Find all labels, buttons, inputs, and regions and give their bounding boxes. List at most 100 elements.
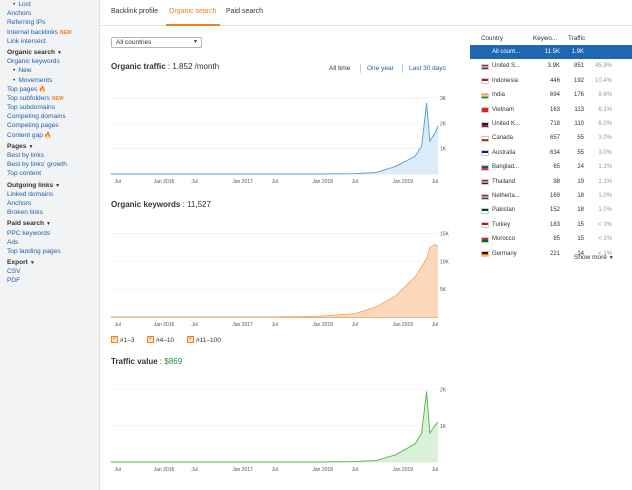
country-traffic: 18 — [577, 207, 584, 214]
sidebar-item-organic-keywords[interactable]: Organic keywords — [7, 57, 99, 66]
country-row[interactable]: United K... 718 110 6.0% — [470, 117, 632, 131]
area-series — [111, 391, 438, 462]
sidebar-item-link-intersect[interactable]: Link intersect — [7, 37, 99, 46]
country-name: Netherla... — [492, 193, 520, 199]
sidebar-item-label: Ads — [7, 238, 19, 246]
data-point — [234, 316, 236, 318]
country-traffic: 192 — [573, 77, 584, 84]
country-traffic: 113 — [574, 106, 584, 113]
country-row[interactable]: Pakistan 152 18 1.0% — [470, 203, 632, 217]
range-last-30-days[interactable]: Last 30 days — [409, 65, 446, 72]
sidebar-item-top-landing-pages[interactable]: Top landing pages — [7, 247, 99, 256]
data-point — [274, 173, 275, 175]
sidebar-item-lost[interactable]: Lost — [7, 0, 99, 9]
y-tick-label: 3K — [440, 96, 447, 102]
country-row[interactable]: Australia 634 55 3.0% — [470, 146, 632, 160]
flag-pk-icon — [481, 207, 489, 214]
sidebar-item-top-subdomains[interactable]: Top subdomains — [7, 103, 99, 112]
sidebar-item-linked-domains[interactable]: Linked domains — [7, 190, 99, 199]
sidebar-item-new[interactable]: New — [7, 66, 99, 75]
country-row[interactable]: Vietnam 163 113 6.1% — [470, 103, 632, 117]
sidebar-item-competing-pages[interactable]: Competing pages — [7, 121, 99, 130]
country-name: All count... — [492, 49, 521, 55]
country-row[interactable]: Turkey 183 15 < 1% — [470, 218, 632, 232]
legend-top3[interactable]: #1–3 — [111, 334, 134, 344]
country-row[interactable]: United S... 3.9K 851 45.9% — [470, 59, 632, 73]
sidebar-item-best-by-links-growth[interactable]: Best by links' growth — [7, 160, 99, 169]
data-point — [315, 461, 316, 463]
sidebar-item-label: Organic keywords — [7, 58, 60, 66]
y-tick-label: 15K — [440, 232, 450, 238]
data-point — [437, 125, 439, 127]
x-tick-label: Jul — [272, 179, 278, 185]
sidebar-item-anchors[interactable]: Anchors — [7, 199, 99, 208]
col-traffic[interactable]: Traffic — [568, 35, 586, 42]
sidebar-item-pdf[interactable]: PDF — [7, 276, 99, 285]
country-name: Thailand — [492, 178, 516, 185]
organic-traffic-chart: 3K 2K 1K Jul Jan 2016 Jul Jan 2017 Jul Jan 2018 J… — [110, 96, 447, 185]
legend-top10[interactable]: #4–10 — [147, 334, 175, 344]
sidebar-item-label: PDF — [7, 277, 21, 285]
sidebar-item-top-subfolders[interactable]: Top subfolders NEW — [7, 94, 99, 103]
sidebar-item-top-pages[interactable]: Top pages🔥 — [7, 85, 99, 94]
sidebar-item-best-by-links[interactable]: Best by links — [7, 151, 99, 160]
sidebar-section-outgoing-links[interactable]: Outgoing links ▼ — [7, 181, 99, 190]
data-point — [234, 461, 236, 463]
country-row[interactable]: India 694 176 9.6% — [470, 88, 632, 102]
sidebar-item-label: Lost — [18, 1, 31, 8]
sidebar-item-csv[interactable]: CSV — [7, 267, 99, 276]
legend-top100[interactable]: #11–100 — [187, 334, 221, 344]
sidebar-item-referring-ips[interactable]: Referring IPs — [7, 18, 99, 27]
country-traffic-share: 6.0% — [598, 121, 612, 127]
show-more-button[interactable]: Show more ▼ — [574, 254, 614, 261]
sidebar-section-pages[interactable]: Pages ▼ — [7, 142, 99, 151]
x-tick-label: Jul — [352, 467, 358, 473]
line-series — [111, 103, 439, 175]
range-one-year[interactable]: One year — [367, 65, 394, 72]
country-row[interactable]: Banglad... 65 24 1.3% — [470, 160, 632, 174]
sidebar-item-broken-links[interactable]: Broken links — [7, 208, 99, 217]
country-traffic: 15 — [577, 236, 584, 243]
country-keywords: 11.5K — [544, 49, 560, 55]
x-tick-label: Jul — [352, 179, 358, 185]
sidebar-item-movements[interactable]: Movements — [7, 76, 99, 85]
tab-backlink-profile[interactable]: Backlink profile — [111, 8, 159, 15]
chevron-down-icon: ▼ — [608, 255, 614, 261]
range-all-time[interactable]: All time — [329, 65, 351, 72]
country-row[interactable]: Indonesia 446 192 10.4% — [470, 74, 632, 88]
sidebar-section-organic-search[interactable]: Organic search ▼ — [7, 48, 99, 57]
legend-top10-label: #4–10 — [156, 337, 175, 344]
sidebar-item-ppc-keywords[interactable]: PPC keywords — [7, 229, 99, 238]
country-row[interactable]: Germany 221 14 < 1% — [470, 247, 632, 261]
sidebar-item-internal-backlinks[interactable]: Internal backlinks NEW — [7, 28, 99, 37]
sidebar-item-content-gap[interactable]: Content gap🔥 — [7, 131, 99, 140]
sidebar-section-paid-search[interactable]: Paid search ▼ — [7, 219, 99, 228]
data-point — [354, 313, 355, 314]
tab-organic-search[interactable]: Organic search — [169, 8, 217, 15]
y-tick-label: 2K — [440, 121, 447, 127]
sidebar-item-competing-domains[interactable]: Competing domains — [7, 112, 99, 121]
sidebar-item-top-content[interactable]: Top content — [7, 169, 99, 178]
col-keywords[interactable]: Keywo... — [533, 35, 558, 42]
country-row[interactable]: All count... 11.5K 1.9K — [470, 45, 632, 60]
organic-keywords-title: Organic keywords : 11,527 — [111, 200, 211, 209]
country-traffic: 18 — [577, 193, 584, 199]
sidebar-item-label: Referring IPs — [7, 19, 46, 27]
tab-paid-search[interactable]: Paid search — [226, 8, 263, 15]
country-traffic: 55 — [577, 135, 584, 142]
country-row[interactable]: Canada 657 55 3.0% — [470, 131, 632, 145]
sidebar-item-label: Content gap — [7, 131, 43, 139]
flag-th-icon — [481, 179, 489, 186]
data-point — [110, 316, 112, 318]
country-row[interactable]: Morocco 85 15 < 1% — [470, 232, 632, 246]
sidebar-section-export[interactable]: Export ▼ — [7, 258, 99, 267]
flag-tr-icon — [481, 222, 489, 229]
sidebar-item-anchors[interactable]: Anchors — [7, 9, 99, 18]
col-country[interactable]: Country — [481, 35, 504, 42]
country-select-value: All countries — [116, 39, 152, 46]
country-row[interactable]: Thailand 98 19 1.1% — [470, 175, 632, 189]
country-row[interactable]: Netherla... 169 18 1.0% — [470, 189, 632, 203]
country-select[interactable]: All countries ▼ — [111, 37, 202, 48]
x-tick-label: Jul — [272, 322, 278, 328]
sidebar-item-ads[interactable]: Ads — [7, 238, 99, 247]
